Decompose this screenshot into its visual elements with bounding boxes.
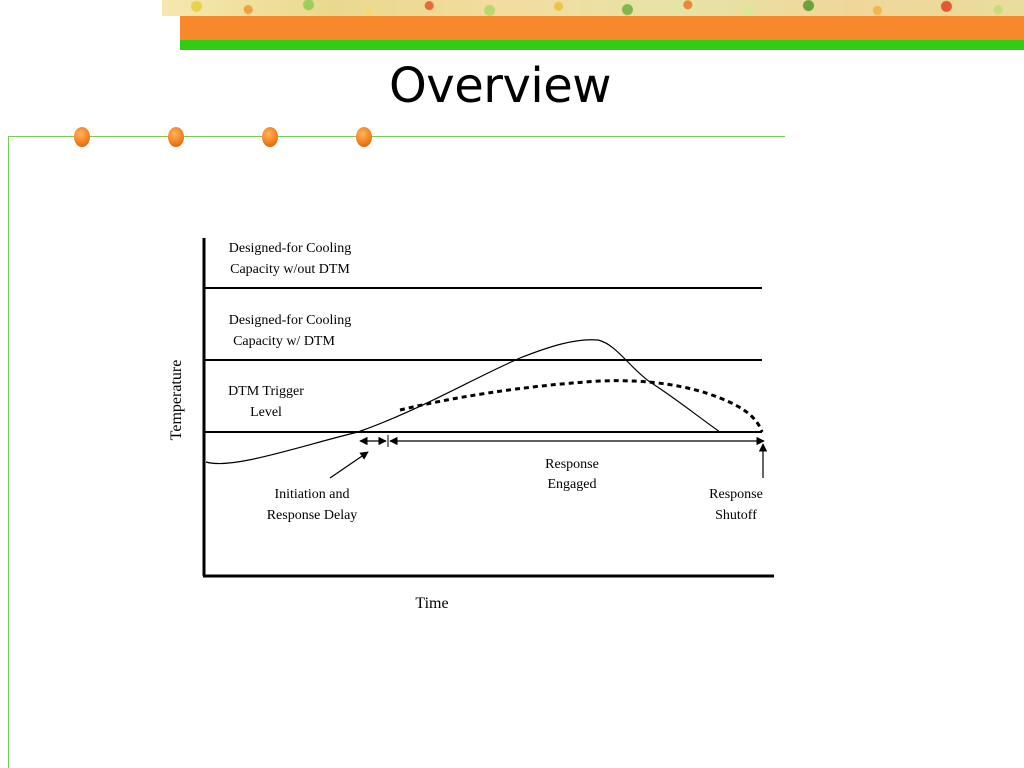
bullet-dot-1 <box>74 127 90 147</box>
title-rule-horizontal <box>8 136 785 137</box>
level-label-with-dtm-line2: Capacity w/ DTM <box>233 334 335 349</box>
slide-title: Overview <box>389 58 611 114</box>
green-header-bar <box>180 40 1024 50</box>
x-axis-label: Time <box>415 595 448 612</box>
initiation-label-line2: Response Delay <box>267 508 358 523</box>
bullet-dot-3 <box>262 127 278 147</box>
orange-header-bar <box>180 16 1024 40</box>
temperature-curve-with-dtm <box>399 379 764 433</box>
shutoff-label-line2: Shutoff <box>715 508 757 523</box>
temperature-curve-without-dtm <box>205 339 721 465</box>
y-axis-label: Temperature <box>168 360 185 441</box>
level-label-with-dtm-line1: Designed-for Cooling <box>229 313 351 328</box>
level-label-no-dtm-line2: Capacity w/out DTM <box>230 262 350 277</box>
floral-banner <box>162 0 1024 16</box>
content-rule-vertical <box>8 136 9 768</box>
level-label-trigger-line2: Level <box>250 405 282 420</box>
bullet-dot-4 <box>356 127 372 147</box>
shutoff-label-line1: Response <box>709 487 763 502</box>
bullet-dot-2 <box>168 127 184 147</box>
initiation-pointer <box>329 451 369 479</box>
engaged-label-line2: Engaged <box>548 477 597 492</box>
level-label-no-dtm-line1: Designed-for Cooling <box>229 241 351 256</box>
engaged-label-line1: Response <box>545 457 599 472</box>
level-label-trigger-line1: DTM Trigger <box>228 384 304 399</box>
initiation-label-line1: Initiation and <box>274 487 349 502</box>
